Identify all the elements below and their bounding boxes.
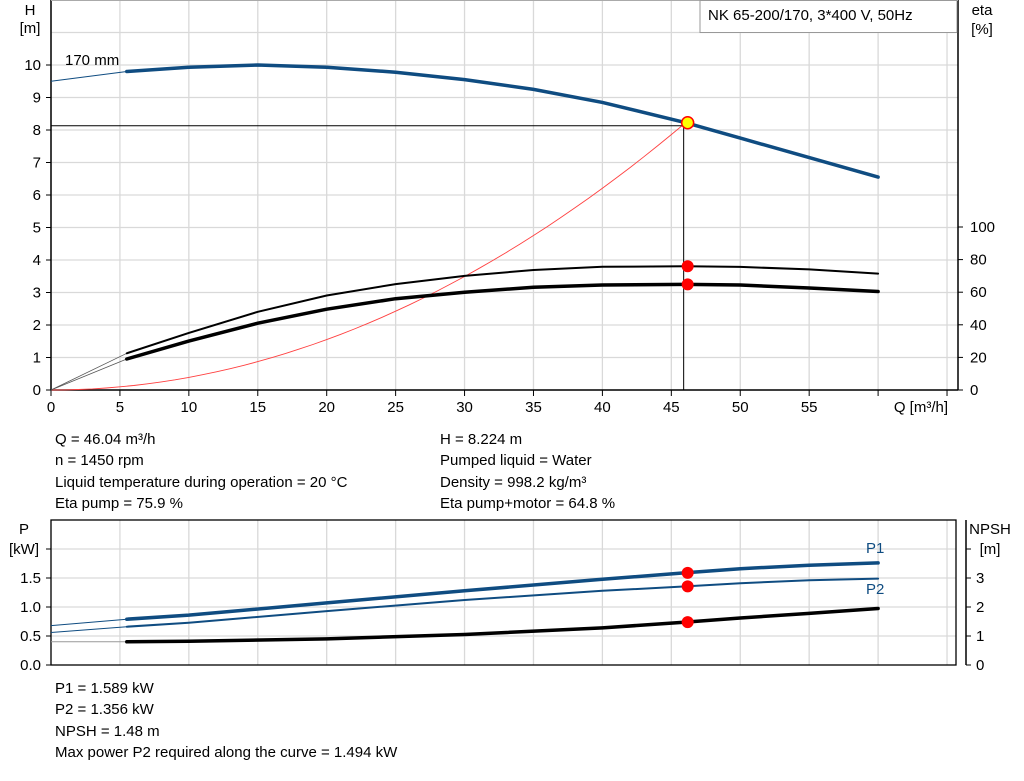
y-tick-label: 1 xyxy=(33,350,41,367)
head-curve-extension xyxy=(50,71,127,82)
y2-tick-label: 20 xyxy=(970,349,987,366)
y2-tick-label: 0 xyxy=(970,382,978,399)
p1-duty-point xyxy=(681,566,694,579)
y-tick-label: 1.0 xyxy=(20,599,41,616)
y-tick-label: 0.5 xyxy=(20,628,41,645)
y2-axis-label: NPSH xyxy=(969,521,1011,538)
y-tick-label: 7 xyxy=(33,155,41,172)
x-tick-label: 55 xyxy=(801,399,818,416)
y2-tick-label: 80 xyxy=(970,252,987,269)
x-tick-label: 40 xyxy=(594,399,611,416)
y-tick-label: 10 xyxy=(24,57,41,74)
y-tick-label: 4 xyxy=(33,252,41,269)
y-tick-label: 3 xyxy=(33,285,41,302)
info-eta-pump-motor: Eta pump+motor = 64.8 % xyxy=(440,495,616,512)
x-tick-label: 0 xyxy=(47,399,55,416)
npsh-duty-point xyxy=(681,616,694,629)
y-tick-label: 2 xyxy=(33,317,41,334)
plot-frame xyxy=(50,519,957,666)
y-tick-label: 5 xyxy=(33,220,41,237)
eta_pump_motor-curve xyxy=(125,282,880,361)
p2-curve xyxy=(125,577,880,628)
system-curve xyxy=(50,122,686,391)
y-axis-unit: [m] xyxy=(20,20,41,37)
x-tick-label: 35 xyxy=(525,399,542,416)
x-tick-label: 5 xyxy=(116,399,124,416)
y-axis-label: H xyxy=(25,2,36,19)
info-speed: n = 1450 rpm xyxy=(55,452,144,469)
info-q: Q = 46.04 m³/h xyxy=(55,431,156,448)
x-tick-label: 25 xyxy=(387,399,404,416)
info-p1: P1 = 1.589 kW xyxy=(55,680,154,697)
eta_pump_motor-curve-extension xyxy=(50,358,127,391)
legend-box xyxy=(699,0,958,33)
y-tick-label: 6 xyxy=(33,187,41,204)
x-axis-label: Q [m³/h] xyxy=(894,399,948,416)
info-eta-pump: Eta pump = 75.9 % xyxy=(55,495,183,512)
y2-tick-label: 1 xyxy=(976,628,984,645)
duty-point xyxy=(680,115,695,130)
x-tick-label: 50 xyxy=(732,399,749,416)
curve-label: 170 mm xyxy=(65,52,119,69)
x-tick-label: 10 xyxy=(181,399,198,416)
info-temperature: Liquid temperature during operation = 20… xyxy=(55,474,348,491)
y2-axis-unit: [%] xyxy=(971,21,993,38)
x-tick-label: 20 xyxy=(318,399,335,416)
p1-series-label: P1 xyxy=(866,540,884,557)
y-tick-label: 0.0 xyxy=(20,657,41,674)
y-axis-label: P xyxy=(19,521,29,538)
y2-tick-label: 40 xyxy=(970,317,987,334)
y2-axis-unit: [m] xyxy=(980,541,1001,558)
y2-tick-label: 0 xyxy=(976,657,984,674)
info-max-p2: Max power P2 required along the curve = … xyxy=(55,744,398,761)
eta_pump-curve-extension xyxy=(50,352,127,391)
x-tick-label: 45 xyxy=(663,399,680,416)
p2-series-label: P2 xyxy=(866,581,884,598)
y-tick-label: 1.5 xyxy=(20,570,41,587)
info-density: Density = 998.2 kg/m³ xyxy=(440,474,587,491)
x-tick-label: 15 xyxy=(249,399,266,416)
legend-text: NK 65-200/170, 3*400 V, 50Hz xyxy=(708,7,913,24)
y2-tick-label: 3 xyxy=(976,570,984,587)
y2-tick-label: 100 xyxy=(970,219,995,236)
p2-curve-extension xyxy=(50,626,127,633)
x-tick-label: 30 xyxy=(456,399,473,416)
y-tick-label: 9 xyxy=(33,90,41,107)
eta-pump-duty-point xyxy=(681,260,694,273)
y-tick-label: 8 xyxy=(33,122,41,139)
eta-pump-motor-duty-point xyxy=(681,278,694,291)
p1-curve-extension xyxy=(50,618,127,627)
eta_pump-curve xyxy=(125,265,880,355)
y2-tick-label: 2 xyxy=(976,599,984,616)
head-curve xyxy=(125,63,880,179)
info-liquid: Pumped liquid = Water xyxy=(440,452,592,469)
info-npsh: NPSH = 1.48 m xyxy=(55,723,160,740)
p2-duty-point xyxy=(681,580,694,593)
p1-curve xyxy=(125,561,880,621)
y-tick-label: 0 xyxy=(33,382,41,399)
info-head: H = 8.224 m xyxy=(440,431,523,448)
info-p2: P2 = 1.356 kW xyxy=(55,701,154,718)
y-axis-unit: [kW] xyxy=(9,541,39,558)
y2-tick-label: 60 xyxy=(970,284,987,301)
y2-axis-label: eta xyxy=(972,2,994,19)
npsh-curve xyxy=(125,606,880,644)
